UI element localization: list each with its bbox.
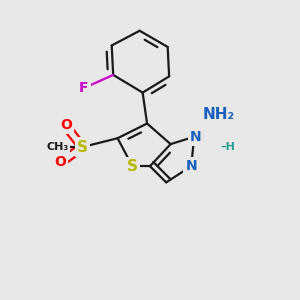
Text: N: N [185, 159, 197, 173]
Text: S: S [127, 159, 138, 174]
Text: O: O [54, 155, 66, 169]
Text: S: S [77, 140, 88, 154]
Text: NH₂: NH₂ [203, 107, 235, 122]
Text: CH₃: CH₃ [46, 142, 68, 152]
Text: N: N [190, 130, 202, 144]
Text: O: O [60, 118, 72, 132]
Text: –H: –H [221, 142, 236, 152]
Text: F: F [79, 81, 88, 95]
